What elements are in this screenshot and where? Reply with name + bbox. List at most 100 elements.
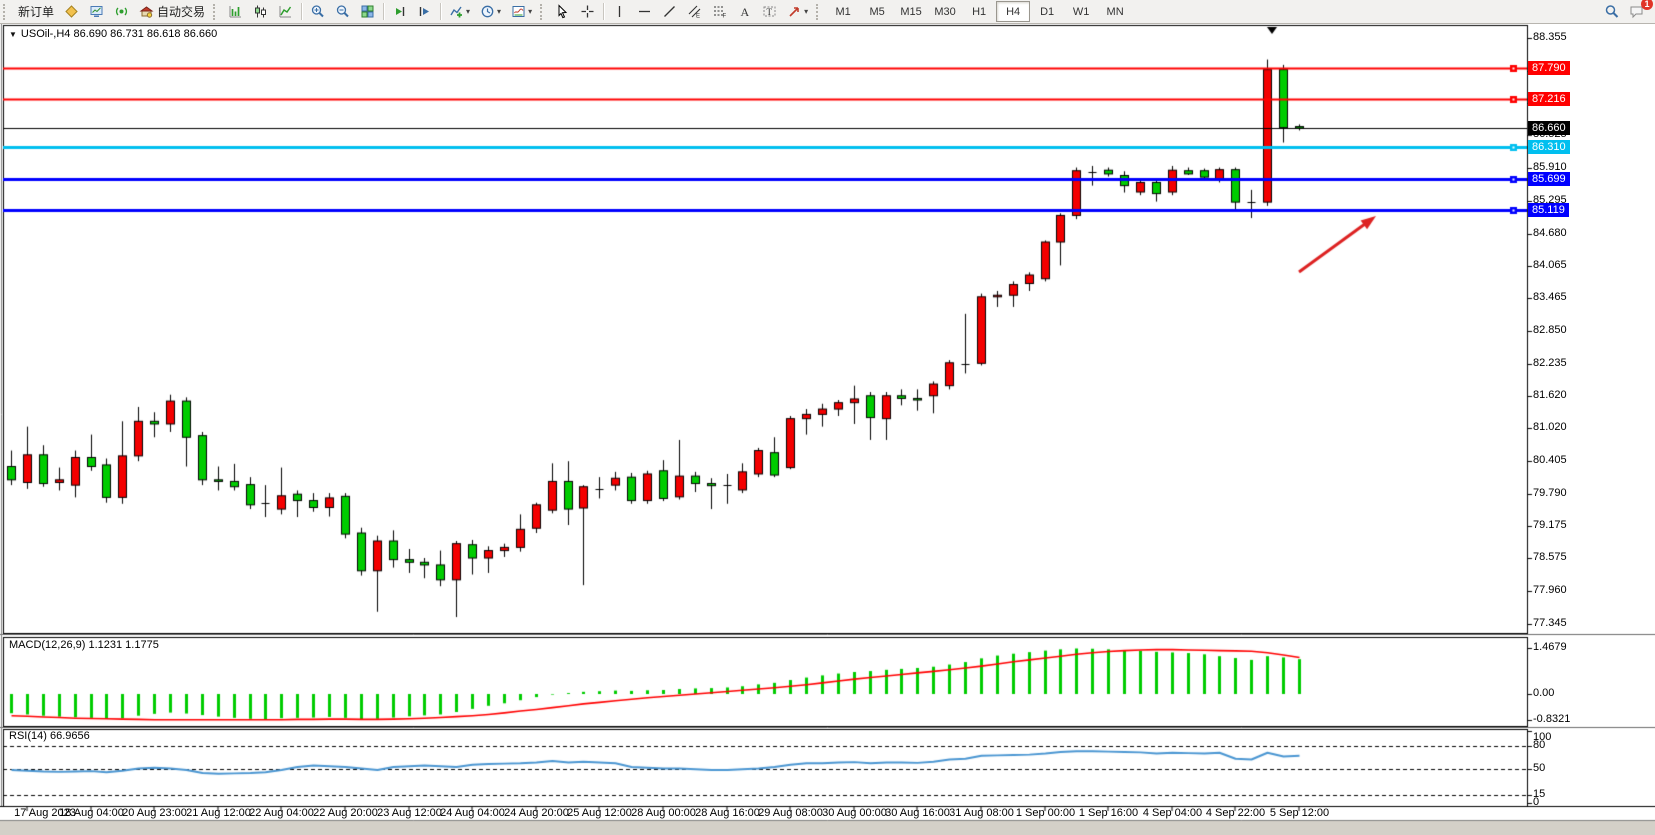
y-axis-tick: 81.020 (1533, 421, 1567, 433)
timeframe-button-M5[interactable]: M5 (869, 5, 885, 18)
navigator-button[interactable] (110, 1, 133, 23)
y-axis-tick: 77.960 (1533, 584, 1567, 596)
arrows-icon (787, 4, 802, 19)
auto-scroll-icon (392, 4, 407, 19)
toolbar-grip[interactable] (213, 3, 220, 20)
x-axis-label: 23 Aug 12:00 (377, 807, 442, 819)
fibonacci-button[interactable]: F (708, 1, 731, 23)
text-icon: A (737, 4, 752, 19)
label-icon: T (762, 4, 777, 19)
arrows-button[interactable]: ▾ (783, 1, 812, 23)
price-line-badge-86.310[interactable]: 86.310 (1528, 140, 1570, 154)
timeframe-button-M30[interactable]: M30 (934, 5, 956, 18)
collapse-arrow-icon[interactable]: ▼ (9, 30, 17, 39)
timeframe-button-H4[interactable]: H4 (996, 1, 1031, 22)
x-axis-label: 24 Aug 20:00 (504, 807, 569, 819)
zoom-in-button[interactable] (306, 1, 329, 23)
toolbar-grip[interactable] (3, 3, 10, 20)
macd-indicator-label: MACD(12,26,9) 1.1231 1.1775 (9, 639, 159, 651)
svg-text:T: T (767, 7, 773, 17)
bar-chart-button[interactable] (224, 1, 247, 23)
dropdown-caret-icon[interactable]: ▾ (466, 7, 471, 16)
x-axis-label: 1 Sep 00:00 (1015, 807, 1076, 819)
x-axis-label: 31 Aug 08:00 (949, 807, 1014, 819)
price-line-badge-85.699[interactable]: 85.699 (1528, 172, 1570, 186)
indicators-icon (449, 4, 464, 19)
price-line-badge-87.216[interactable]: 87.216 (1528, 92, 1570, 106)
timeframe-button-W1[interactable]: W1 (1072, 5, 1090, 18)
indicators-button[interactable]: ▾ (445, 1, 474, 23)
templates-icon (511, 4, 526, 19)
x-axis-label: 1 Sep 16:00 (1078, 807, 1139, 819)
line-chart-icon (278, 4, 293, 19)
svg-text:F: F (723, 14, 727, 20)
dropdown-caret-icon[interactable]: ▾ (497, 7, 502, 16)
price-line-badge-87.790[interactable]: 87.790 (1528, 61, 1570, 75)
periods-button[interactable]: ▾ (476, 1, 505, 23)
x-axis-label: 4 Sep 04:00 (1142, 807, 1203, 819)
macd-axis-tick: 1.4679 (1533, 641, 1567, 653)
rsi-axis-tick: 80 (1533, 739, 1546, 751)
crosshair-button[interactable] (576, 1, 599, 23)
zoom-out-button[interactable] (331, 1, 354, 23)
search-button[interactable] (1600, 1, 1623, 23)
rsi-indicator-label: RSI(14) 66.9656 (9, 730, 90, 742)
dropdown-caret-icon[interactable]: ▾ (528, 7, 533, 16)
tile-windows-button[interactable] (356, 1, 379, 23)
y-axis-tick: 79.175 (1533, 519, 1567, 531)
y-axis-tick: 88.355 (1533, 31, 1567, 43)
timeframe-button-M1[interactable]: M1 (835, 5, 851, 18)
toolbar-separator (301, 3, 303, 20)
vertical-line-icon (612, 4, 627, 19)
signal-icon (114, 4, 129, 19)
auto-scroll-button[interactable] (388, 1, 411, 23)
chart-shift-button[interactable] (413, 1, 436, 23)
timeframe-button-MN[interactable]: MN (1106, 5, 1124, 18)
vertical-line-button[interactable] (608, 1, 631, 23)
rsi-axis-tick: 15 (1533, 788, 1546, 800)
timeframe-button-D1[interactable]: D1 (1040, 5, 1055, 18)
macd-axis-tick: -0.8321 (1533, 713, 1571, 725)
new-order-button[interactable]: 新订单 (14, 1, 58, 23)
toolbar-grip[interactable] (816, 3, 823, 20)
y-axis-tick: 84.065 (1533, 259, 1567, 271)
x-axis-label: 18 Aug 04:00 (59, 807, 124, 819)
cursor-icon (555, 4, 570, 19)
channel-icon: E (687, 4, 702, 19)
x-axis-label: 21 Aug 12:00 (186, 807, 251, 819)
toolbar-grip[interactable] (540, 3, 547, 20)
rsi-axis-tick: 100 (1533, 731, 1552, 743)
line-chart-button[interactable] (274, 1, 297, 23)
timeframe-button-H1[interactable]: H1 (972, 5, 987, 18)
y-axis-tick: 82.235 (1533, 357, 1567, 369)
equidistant-channel-button[interactable]: E (683, 1, 706, 23)
y-axis-tick: 84.680 (1533, 227, 1567, 239)
price-line-badge-86.660[interactable]: 86.660 (1528, 121, 1570, 135)
zoom-in-icon (310, 4, 325, 19)
x-axis-label: 30 Aug 00:00 (822, 807, 887, 819)
candlestick-chart-icon (253, 4, 268, 19)
data-window-button[interactable] (85, 1, 108, 23)
horizontal-line-button[interactable] (633, 1, 656, 23)
market-watch-button[interactable] (60, 1, 83, 23)
y-axis-tick: 82.850 (1533, 324, 1567, 336)
toolbar-separator (440, 3, 442, 20)
chart-shift-icon (417, 4, 432, 19)
text-label-button[interactable]: T (758, 1, 781, 23)
text-button[interactable]: A (733, 1, 756, 23)
zoom-out-icon (335, 4, 350, 19)
y-axis-tick: 81.620 (1533, 389, 1567, 401)
cursor-button[interactable] (551, 1, 574, 23)
templates-button[interactable]: ▾ (507, 1, 536, 23)
dropdown-caret-icon[interactable]: ▾ (804, 7, 809, 16)
x-axis-label: 22 Aug 04:00 (249, 807, 314, 819)
candlestick-chart-button[interactable] (249, 1, 272, 23)
new-order-button-label: 新订单 (18, 5, 55, 19)
notifications-button[interactable]: 1 (1625, 0, 1653, 23)
price-line-badge-85.119[interactable]: 85.119 (1528, 203, 1569, 217)
autotrading-button-label: 自动交易 (157, 5, 206, 19)
timeframe-button-M15[interactable]: M15 (900, 5, 922, 18)
autotrading-button[interactable]: 自动交易 (135, 1, 209, 23)
trendline-button[interactable] (658, 1, 681, 23)
